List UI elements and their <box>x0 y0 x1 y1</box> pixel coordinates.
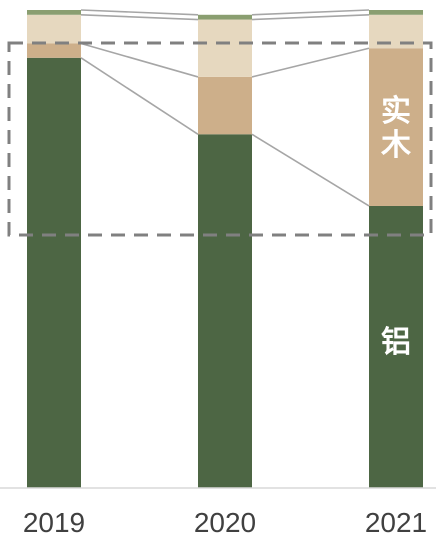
bar-segment <box>198 76 252 135</box>
bar-group-2020 <box>198 14 252 488</box>
bar-segment <box>369 10 423 15</box>
connector-line <box>251 13 370 21</box>
callout-box <box>7 41 433 237</box>
connector-line <box>80 13 199 21</box>
connector-lines <box>80 9 370 207</box>
bar-segment <box>27 14 81 44</box>
connector-line <box>251 133 370 207</box>
connector-line <box>80 9 199 16</box>
segment-label-char: 实 <box>381 94 411 129</box>
connector-line <box>80 57 199 135</box>
bar-segment <box>27 43 81 58</box>
bar-segment <box>27 10 81 15</box>
x-tick-label: 2019 <box>23 507 85 538</box>
bar-segment <box>198 19 252 77</box>
x-tick-label: 2020 <box>194 507 256 538</box>
bar-segment <box>369 205 423 489</box>
segment-label-char: 木 <box>380 128 411 163</box>
bar-segment <box>198 14 252 20</box>
bar-segment <box>27 57 81 489</box>
connector-line <box>251 9 370 16</box>
connector-line <box>80 42 199 78</box>
segment-label-aluminum: 铝 <box>381 325 411 360</box>
bar-segment <box>198 134 252 488</box>
bar-group-2021 <box>369 10 423 489</box>
bar-group-2019 <box>27 10 81 489</box>
bar-segment <box>369 48 423 206</box>
x-tick-label: 2021 <box>365 507 427 538</box>
segment-label-wood: 实木 <box>380 94 411 163</box>
connector-line <box>251 47 370 78</box>
